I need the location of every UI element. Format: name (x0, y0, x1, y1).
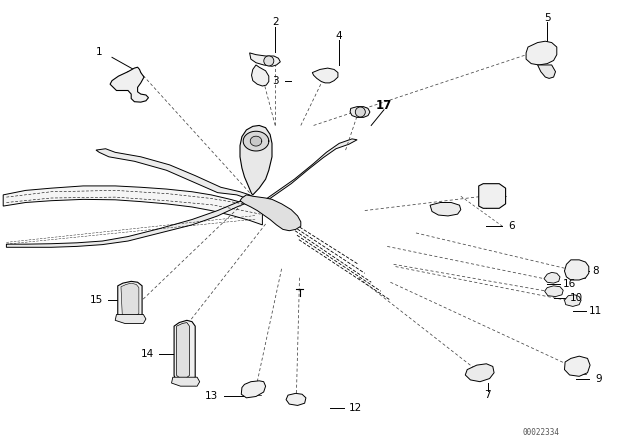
Polygon shape (115, 314, 146, 323)
Polygon shape (177, 323, 189, 379)
Text: 2: 2 (272, 17, 278, 27)
Text: 9: 9 (595, 374, 602, 383)
Polygon shape (479, 184, 506, 208)
Text: 17: 17 (376, 99, 392, 112)
Polygon shape (250, 136, 262, 146)
Polygon shape (243, 131, 269, 151)
Polygon shape (110, 67, 148, 102)
Polygon shape (96, 149, 256, 198)
Polygon shape (262, 139, 357, 202)
Polygon shape (250, 53, 280, 66)
Polygon shape (286, 393, 306, 405)
Polygon shape (121, 283, 139, 317)
Polygon shape (350, 107, 370, 117)
Circle shape (355, 107, 365, 117)
Text: 6: 6 (509, 221, 515, 231)
Polygon shape (172, 377, 200, 386)
Text: 15: 15 (90, 295, 102, 305)
Polygon shape (3, 186, 262, 225)
Text: 13: 13 (205, 392, 218, 401)
Text: 11: 11 (589, 306, 602, 316)
Polygon shape (312, 68, 338, 83)
Polygon shape (240, 125, 272, 195)
Polygon shape (252, 65, 269, 86)
Polygon shape (545, 286, 563, 297)
Polygon shape (241, 381, 266, 398)
Text: 10: 10 (570, 293, 582, 303)
Polygon shape (240, 195, 301, 231)
Polygon shape (465, 364, 494, 382)
Circle shape (264, 56, 274, 66)
Text: 1: 1 (96, 47, 102, 56)
Polygon shape (538, 65, 556, 78)
Text: 7: 7 (484, 390, 491, 400)
Text: 8: 8 (592, 266, 598, 276)
Text: 3: 3 (272, 76, 278, 86)
Polygon shape (564, 295, 581, 306)
Text: 14: 14 (141, 349, 154, 359)
Text: 4: 4 (336, 31, 342, 41)
Polygon shape (118, 281, 142, 320)
Polygon shape (526, 41, 557, 65)
Polygon shape (6, 199, 246, 247)
Text: 5: 5 (544, 13, 550, 23)
Polygon shape (430, 202, 461, 216)
Text: 12: 12 (349, 403, 362, 413)
Text: 00022334: 00022334 (522, 428, 559, 437)
Polygon shape (564, 356, 590, 376)
Polygon shape (564, 260, 589, 280)
Polygon shape (544, 272, 560, 283)
Text: 16: 16 (563, 280, 576, 289)
Polygon shape (174, 320, 195, 383)
